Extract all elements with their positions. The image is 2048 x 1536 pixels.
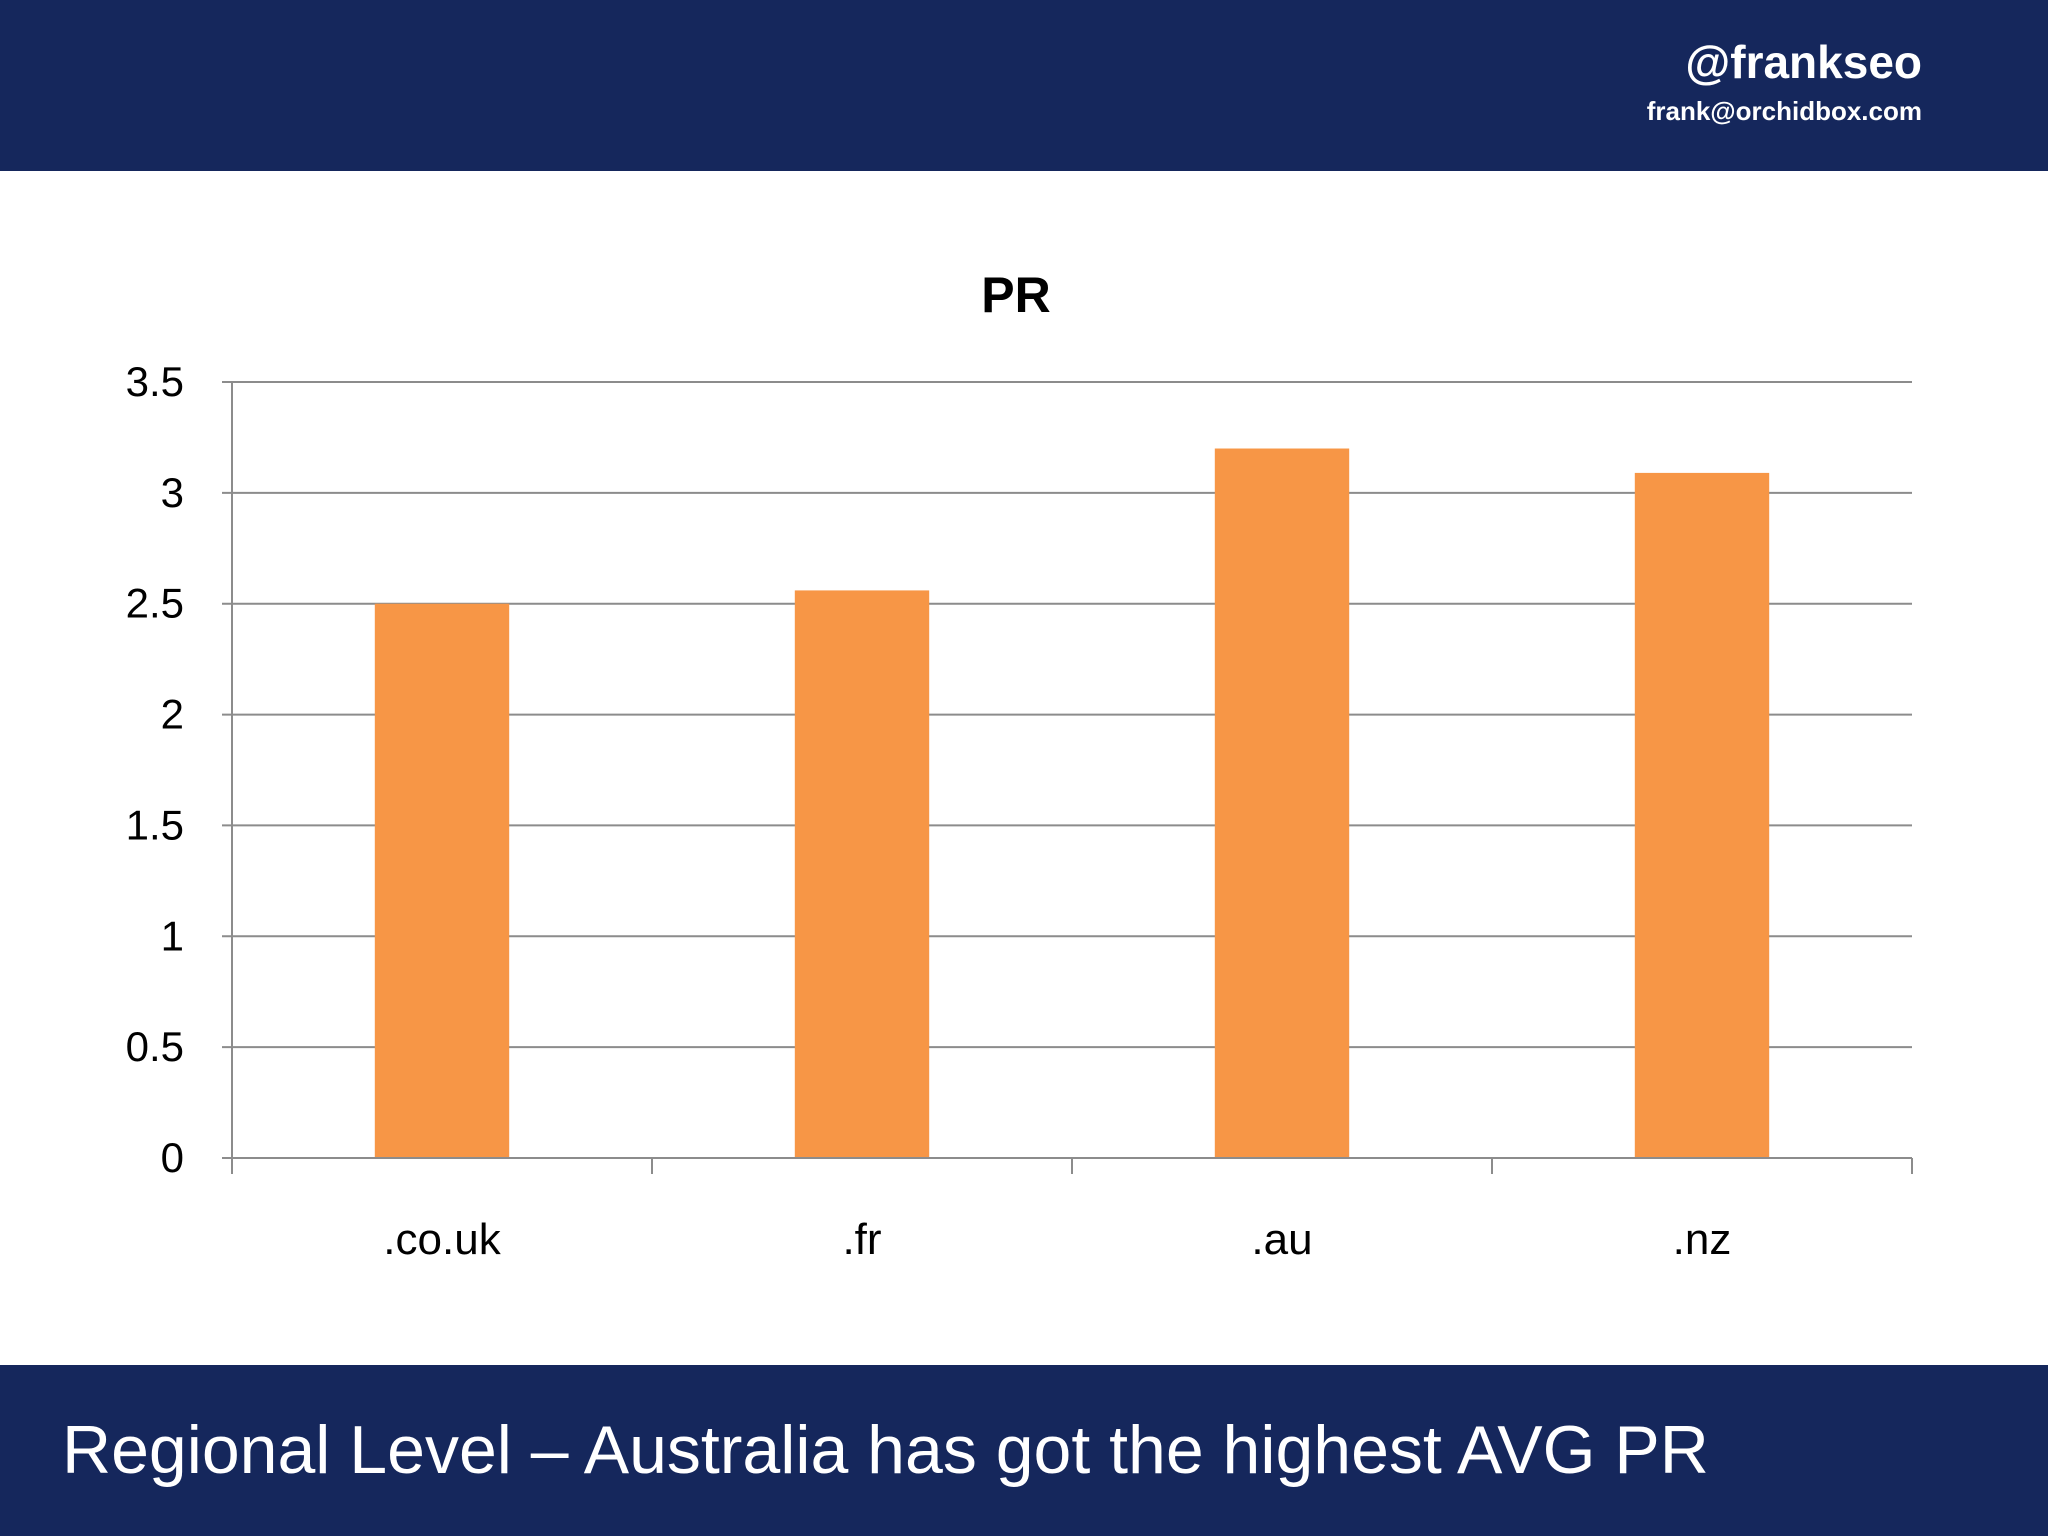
bar-chart: PR 0 0.5 1 1.5 2 2.5 3 3.5 .co.uk .fr .au .nz	[126, 267, 1913, 1264]
bar	[1634, 472, 1770, 1159]
axes	[222, 382, 1913, 1174]
y-tick-label: 1.5	[126, 801, 184, 848]
y-tick-label: 3	[161, 469, 184, 516]
bar	[1214, 448, 1350, 1158]
y-tick-label: 2	[161, 691, 184, 738]
y-tick-label: 2.5	[126, 580, 184, 627]
x-tick-label: .co.uk	[383, 1215, 501, 1264]
x-tick-label: .nz	[1673, 1215, 1732, 1264]
x-tick-label: .fr	[842, 1215, 881, 1264]
bars	[374, 448, 1770, 1159]
bar	[374, 603, 510, 1158]
y-tick-label: 3.5	[126, 358, 184, 405]
x-tick-label: .au	[1251, 1215, 1312, 1264]
y-tick-label: 0	[161, 1134, 184, 1181]
bar	[794, 590, 930, 1158]
y-tick-label: 0.5	[126, 1023, 184, 1070]
chart-title: PR	[981, 267, 1050, 323]
tick-labels: 0 0.5 1 1.5 2 2.5 3 3.5 .co.uk .fr .au .nz	[126, 358, 1732, 1264]
slide-title: Regional Level – Australia has got the h…	[62, 1412, 1709, 1488]
y-tick-label: 1	[161, 912, 184, 959]
twitter-handle: @frankseo	[1685, 36, 1922, 88]
footer-bar	[0, 1365, 2048, 1536]
email-address: frank@orchidbox.com	[1646, 96, 1922, 126]
header-bar: @frankseo frank@orchidbox.com	[0, 0, 2048, 171]
